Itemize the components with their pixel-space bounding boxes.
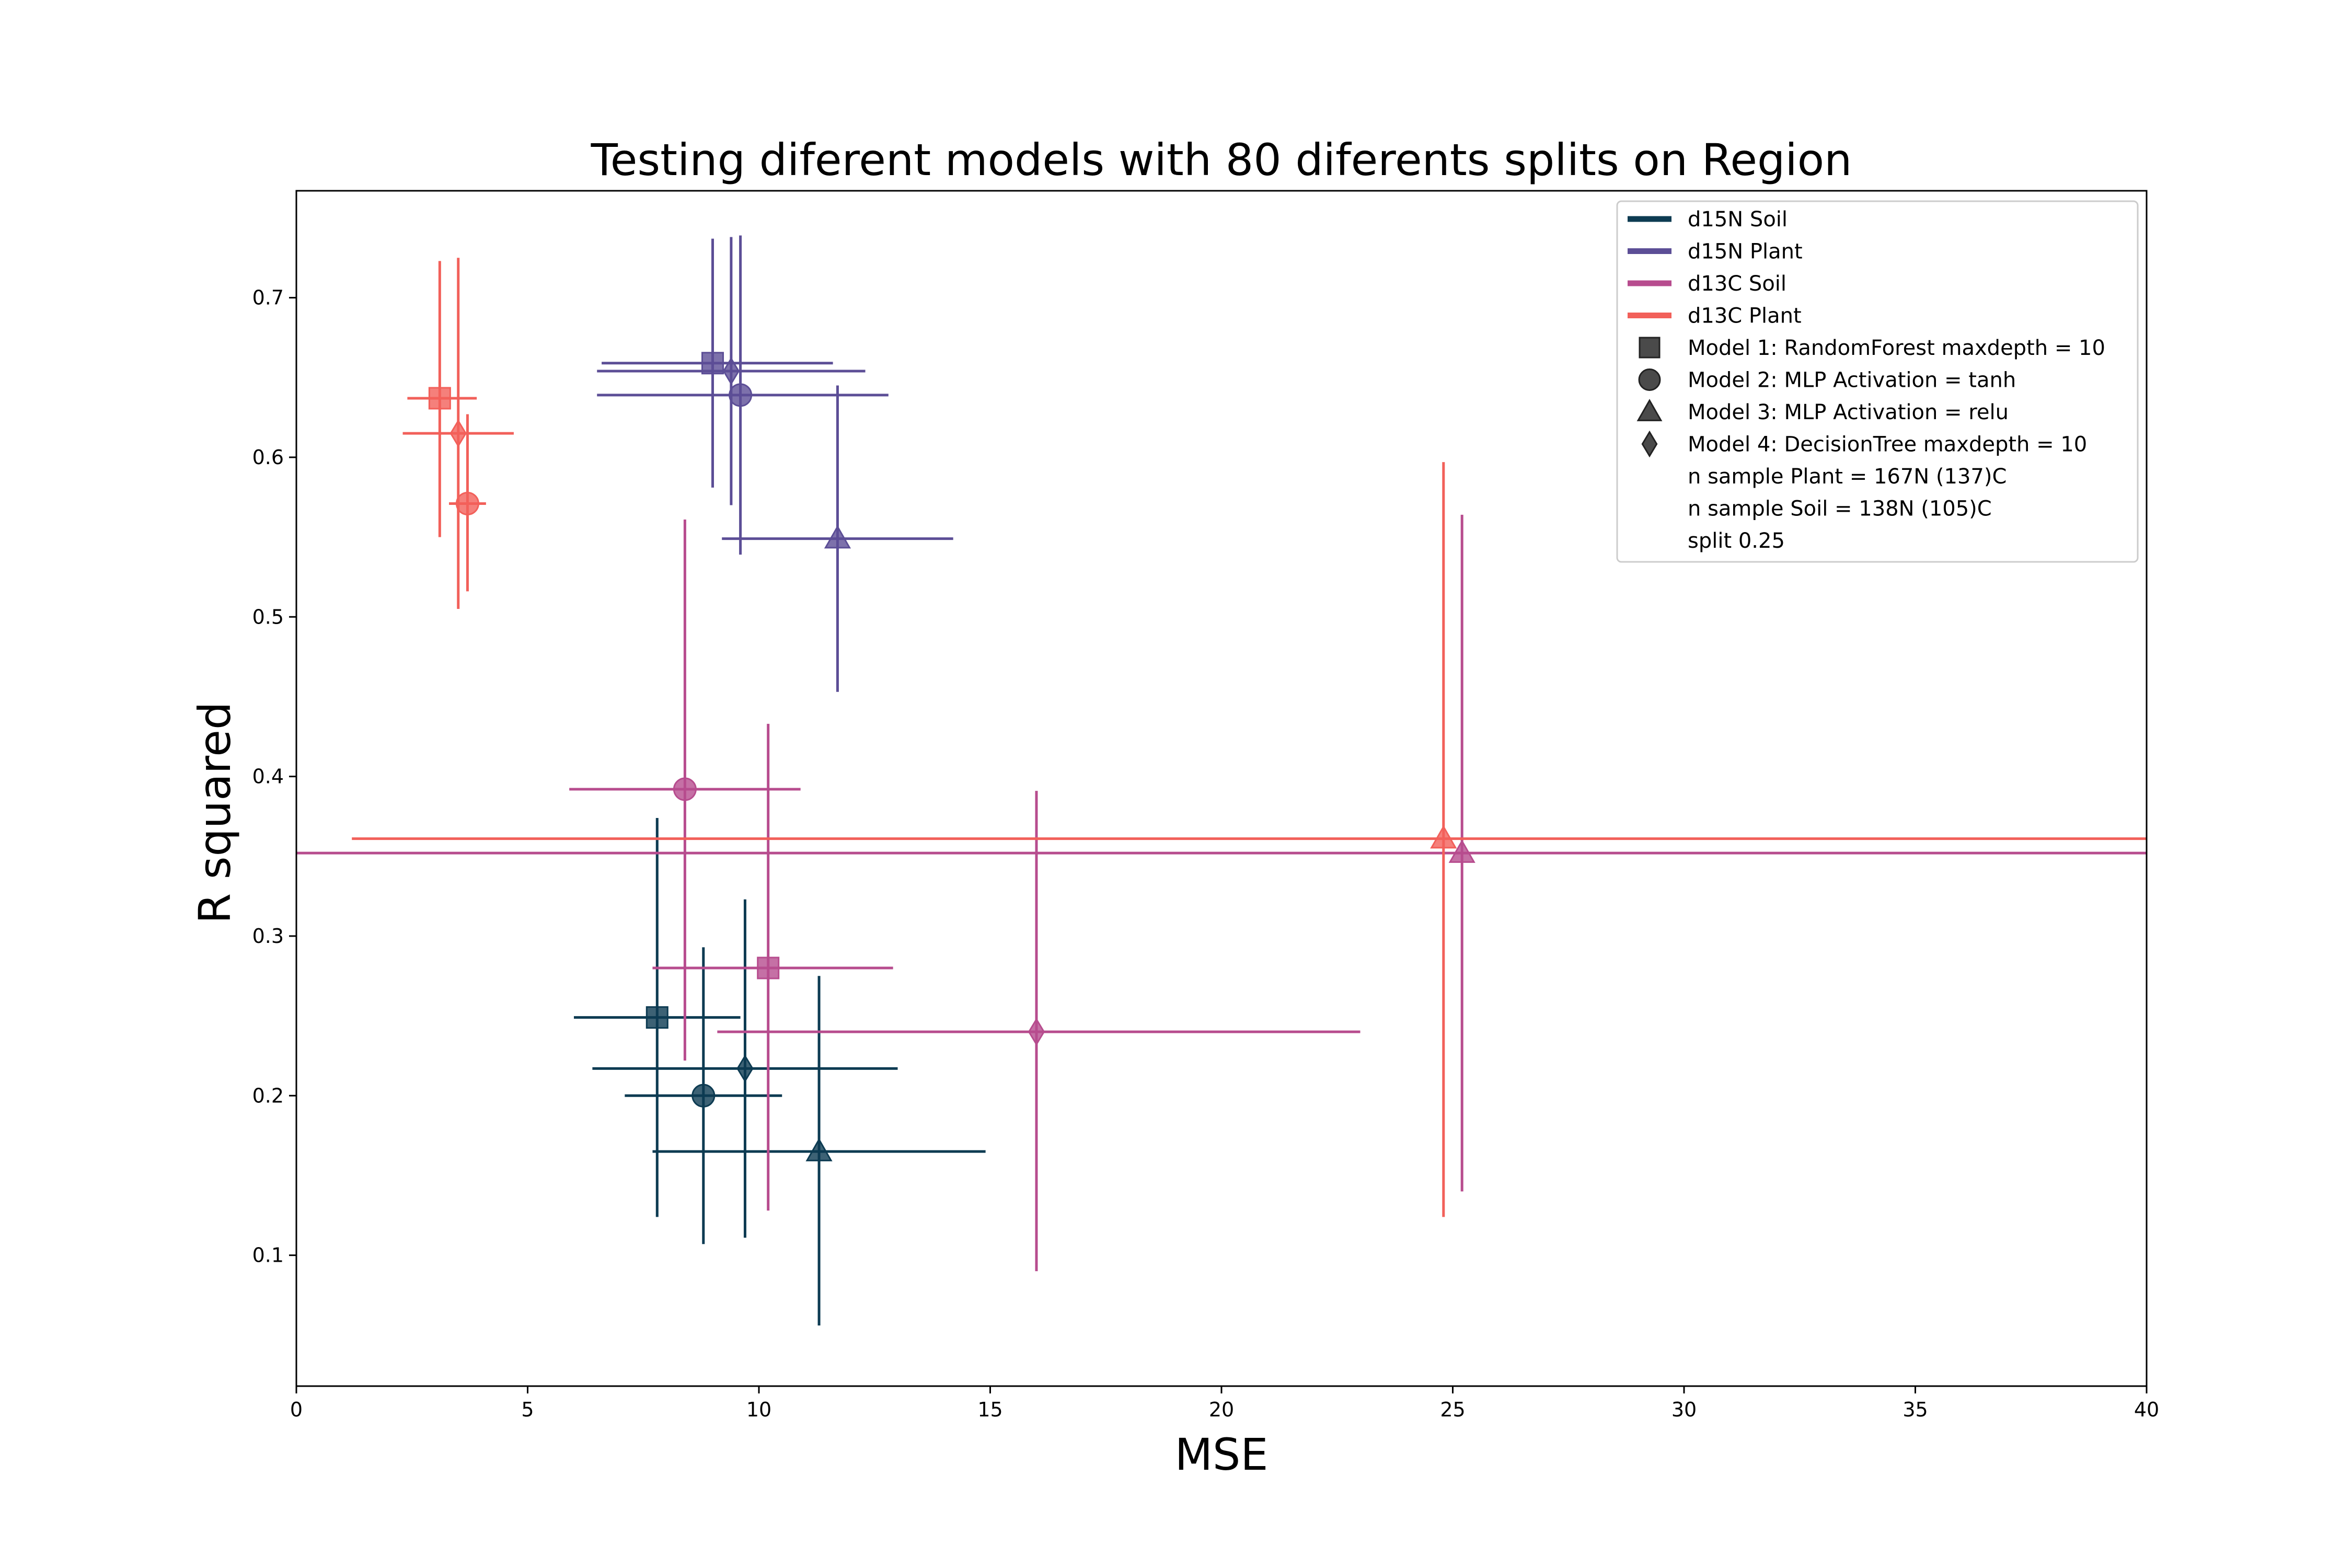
data-point [757,956,780,979]
x-tick-label: 10 [746,1398,771,1421]
y-axis: 0.1 0.2 0.3 0.4 0.5 0.6 0.7 [252,286,296,1267]
x-tick-label: 40 [2134,1398,2159,1421]
legend-entry: Model 3: MLP Activation = relu [1688,400,2009,424]
x-tick-label: 30 [1671,1398,1697,1421]
data-point [729,383,753,407]
y-tick-label: 0.5 [252,605,284,628]
legend-entry: Model 1: RandomForest maxdepth = 10 [1688,336,2105,360]
x-axis-title: MSE [1175,1429,1269,1480]
x-tick-label: 5 [521,1398,534,1421]
series-d15n-plant [597,235,953,692]
legend-entry: d13C Plant [1688,304,1802,328]
x-tick-label: 15 [977,1398,1002,1421]
y-tick-label: 0.3 [252,925,284,948]
y-tick-label: 0.4 [252,765,284,788]
data-point [722,357,740,385]
plot-area [296,235,2147,1325]
series-d13c-soil [296,514,2147,1272]
x-axis: 0 5 10 15 20 25 30 35 40 [290,1386,2159,1421]
x-tick-label: 20 [1209,1398,1234,1421]
x-tick-label: 0 [290,1398,303,1421]
y-tick-label: 0.7 [252,286,284,309]
legend-entry: split 0.25 [1688,529,1785,553]
x-tick-label: 25 [1440,1398,1465,1421]
data-point [805,1138,833,1161]
y-tick-label: 0.1 [252,1244,284,1267]
data-point [1028,1018,1045,1046]
data-point [428,387,451,410]
legend-entry: Model 2: MLP Activation = tanh [1688,368,2016,393]
legend-entry: d15N Soil [1688,207,1788,232]
y-tick-label: 0.6 [252,446,284,469]
legend: d15N Soil d15N Plant d13C Soil d13C Plant Mo… [1616,200,2139,563]
legend-marker-diamond [1641,430,1658,458]
data-point [1448,839,1475,863]
chart-title: Testing diferent models with 80 diferent… [591,134,1852,186]
y-axis-title: R squared [189,702,240,924]
legend-entry: d15N Plant [1688,240,1803,264]
y-tick-label: 0.2 [252,1084,284,1107]
series-d13c-plant [352,258,2147,1217]
data-point [691,1083,716,1108]
legend-box [1616,200,2139,563]
legend-marker-circle [1638,368,1661,391]
data-point [449,419,467,448]
x-tick-label: 35 [1903,1398,1928,1421]
data-point [455,491,479,515]
series-d15n-soil [574,817,986,1325]
data-point [824,525,851,549]
legend-entry: d13C Soil [1688,272,1786,296]
data-point [645,1006,668,1029]
data-point [1430,825,1457,849]
data-point [736,1054,754,1083]
legend-entry: n sample Plant = 167N (137)C [1688,465,2007,489]
legend-marker-square [1639,337,1661,359]
legend-marker-triangle [1636,399,1663,421]
data-point [673,777,697,801]
legend-entry: n sample Soil = 138N (105)C [1688,497,1992,521]
legend-entry: Model 4: DecisionTree maxdepth = 10 [1688,433,2087,457]
